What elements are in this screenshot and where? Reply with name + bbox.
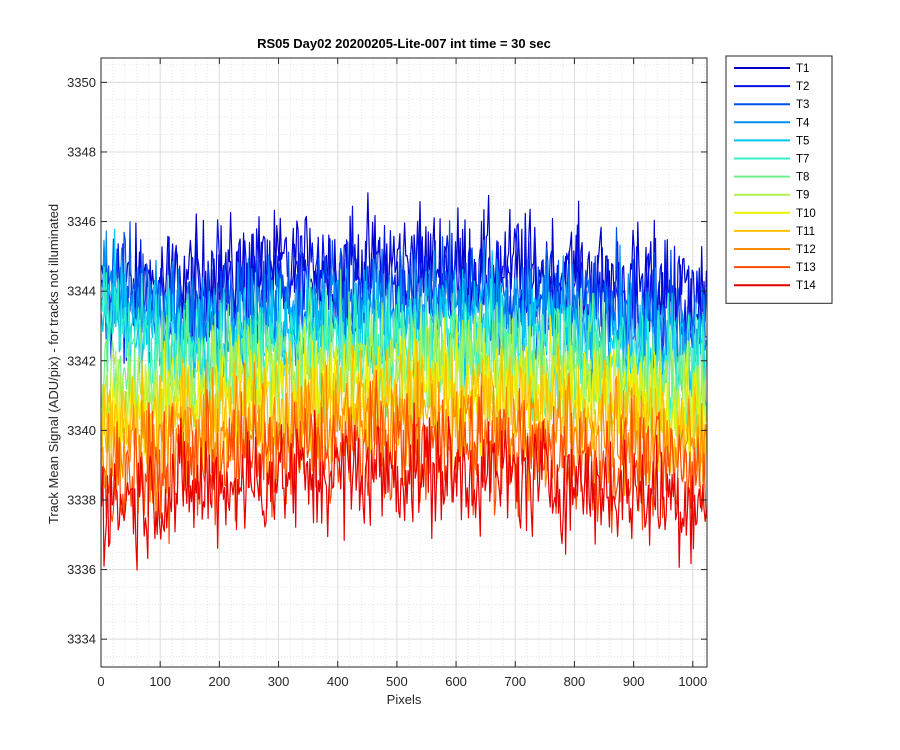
x-tick-label: 200 [209, 674, 231, 689]
x-tick-label: 700 [504, 674, 526, 689]
x-tick-label: 1000 [678, 674, 707, 689]
x-tick-label: 0 [97, 674, 104, 689]
legend[interactable]: T1 T2 T3 T4 T5 T7 T8 T9 T10 T11 T12 T13 T14 [725, 55, 833, 304]
x-tick-label: 800 [564, 674, 586, 689]
x-axis-label: Pixels [387, 692, 422, 707]
series-line-T4 [101, 230, 707, 396]
x-tick-label: 400 [327, 674, 349, 689]
y-tick-label: 3340 [67, 423, 96, 438]
series-line-T8 [101, 269, 707, 454]
y-tick-label: 3338 [67, 492, 96, 507]
y-tick-label: 3336 [67, 562, 96, 577]
legend-label-T10: T10 [796, 208, 816, 220]
x-tick-label: 600 [445, 674, 467, 689]
legend-label-T12: T12 [796, 244, 816, 256]
legend-label-T1: T1 [796, 63, 809, 75]
legend-label-T11: T11 [796, 226, 815, 238]
legend-box [725, 55, 833, 304]
legend-label-T3: T3 [796, 99, 809, 111]
x-tick-label: 100 [149, 674, 171, 689]
legend-label-T4: T4 [796, 117, 810, 129]
legend-label-T14: T14 [796, 280, 816, 292]
legend-label-T2: T2 [796, 81, 809, 93]
plot-area: 0 100 200 300 400 500 600 700 800 900 1000 3334 3336… [67, 57, 708, 689]
x-tick-label: 900 [623, 674, 645, 689]
y-tick-label: 3348 [67, 144, 96, 159]
chart-title: RS05 Day02 20200205-Lite-007 int time = … [257, 36, 551, 51]
legend-label-T9: T9 [796, 190, 809, 202]
y-tick-label: 3346 [67, 214, 96, 229]
legend-label-T8: T8 [796, 172, 809, 184]
y-axis-label: Track Mean Signal (ADU/pix) - for tracks… [46, 204, 61, 524]
series-group [101, 192, 707, 571]
series-line-T1 [101, 192, 707, 364]
legend-label-T13: T13 [796, 262, 816, 274]
x-tick-label: 500 [386, 674, 408, 689]
legend-label-T5: T5 [796, 135, 809, 147]
y-tick-label: 3350 [67, 75, 96, 90]
legend-label-T7: T7 [796, 154, 809, 166]
y-tick-label: 3342 [67, 353, 96, 368]
series-line-T12 [101, 359, 707, 524]
x-tick-label: 300 [268, 674, 290, 689]
y-tick-label: 3334 [67, 632, 96, 647]
axes-box [100, 57, 708, 668]
y-tick-label: 3344 [67, 284, 96, 299]
series-line-T14 [101, 402, 707, 571]
